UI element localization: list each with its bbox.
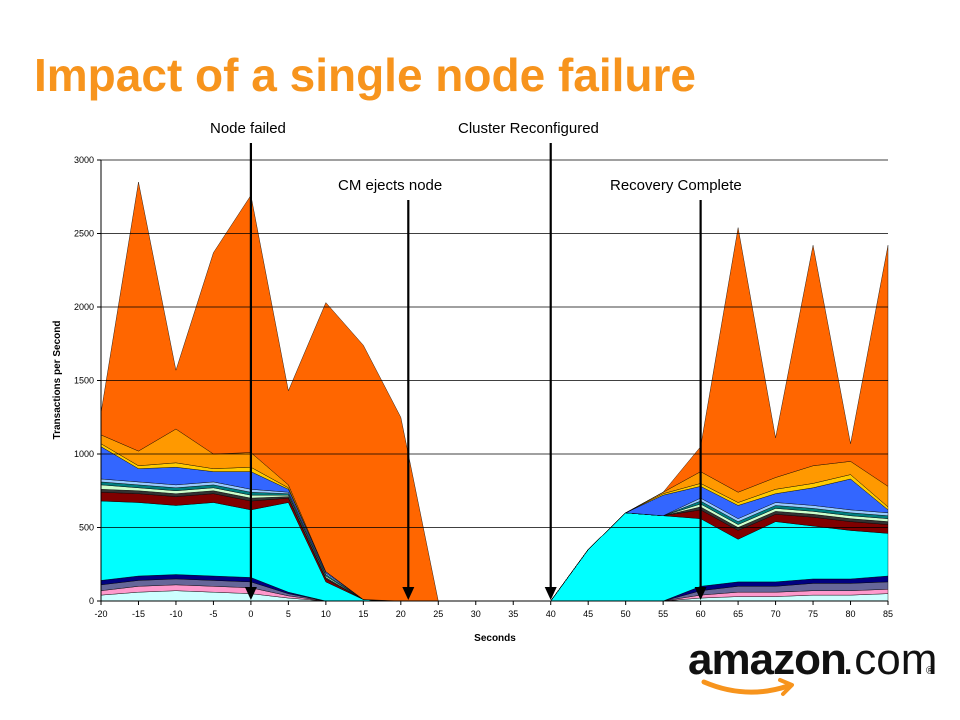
annotation-node-failed: Node failed — [210, 120, 286, 137]
y-tick-label-2000: 2000 — [74, 302, 94, 312]
smile-arrow-icon — [701, 679, 791, 695]
x-tick-label-60: 60 — [696, 609, 706, 619]
x-tick-label-50: 50 — [621, 609, 631, 619]
x-tick-label-45: 45 — [583, 609, 593, 619]
series-area-13 — [100, 182, 889, 602]
amazon-logo: amazon .com ® — [688, 636, 937, 696]
y-tick-label-3000: 3000 — [74, 155, 94, 165]
x-tick-label-25: 25 — [433, 609, 443, 619]
annotation-cm-ejects-node: CM ejects node — [338, 177, 443, 194]
x-tick-label--15: -15 — [132, 609, 145, 619]
x-tick-label--20: -20 — [94, 609, 107, 619]
y-tick-label-1500: 1500 — [74, 376, 94, 386]
x-tick-label-70: 70 — [771, 609, 781, 619]
annotation-recovery-complete: Recovery Complete — [610, 177, 742, 194]
annotation-arrowhead-0 — [244, 587, 257, 600]
x-tick-label-15: 15 — [358, 609, 368, 619]
y-tick-label-0: 0 — [89, 596, 94, 606]
axis-layer: 0 500 1000 1500 2000 2500 3000 -20 -15 -10 -5 0 5 10 1… — [74, 155, 893, 619]
y-tick-label-500: 500 — [79, 523, 94, 533]
grid-layer — [101, 159, 888, 528]
x-axis-label: Seconds — [474, 633, 516, 644]
x-tick-label-80: 80 — [846, 609, 856, 619]
annotation-arrowhead-2 — [544, 587, 557, 600]
annotation-arrows — [244, 143, 707, 600]
y-tick-label-1000: 1000 — [74, 449, 94, 459]
x-tick-label-5: 5 — [286, 609, 291, 619]
x-tick-label-20: 20 — [396, 609, 406, 619]
smile-arrowhead-icon — [778, 678, 794, 696]
slide-title: Impact of a single node failure — [34, 49, 697, 101]
logo-wordmark: amazon — [688, 636, 846, 684]
y-axis-label: Transactions per Second — [52, 321, 63, 440]
logo-suffix: .com — [842, 636, 937, 684]
x-tick-label--10: -10 — [169, 609, 182, 619]
x-tick-label-75: 75 — [808, 609, 818, 619]
logo-registered-mark: ® — [926, 665, 934, 677]
x-tick-label--5: -5 — [209, 609, 217, 619]
x-tick-label-55: 55 — [658, 609, 668, 619]
series-layer — [100, 182, 889, 602]
annotation-cluster-reconfigured: Cluster Reconfigured — [458, 120, 599, 137]
x-tick-label-35: 35 — [508, 609, 518, 619]
x-tick-label-65: 65 — [733, 609, 743, 619]
x-tick-label-0: 0 — [248, 609, 253, 619]
y-tick-label-2500: 2500 — [74, 229, 94, 239]
x-tick-label-30: 30 — [471, 609, 481, 619]
x-tick-label-40: 40 — [546, 609, 556, 619]
x-tick-label-85: 85 — [883, 609, 893, 619]
x-tick-label-10: 10 — [321, 609, 331, 619]
annotation-arrowhead-1 — [402, 587, 415, 600]
annotation-arrowhead-3 — [694, 587, 707, 600]
